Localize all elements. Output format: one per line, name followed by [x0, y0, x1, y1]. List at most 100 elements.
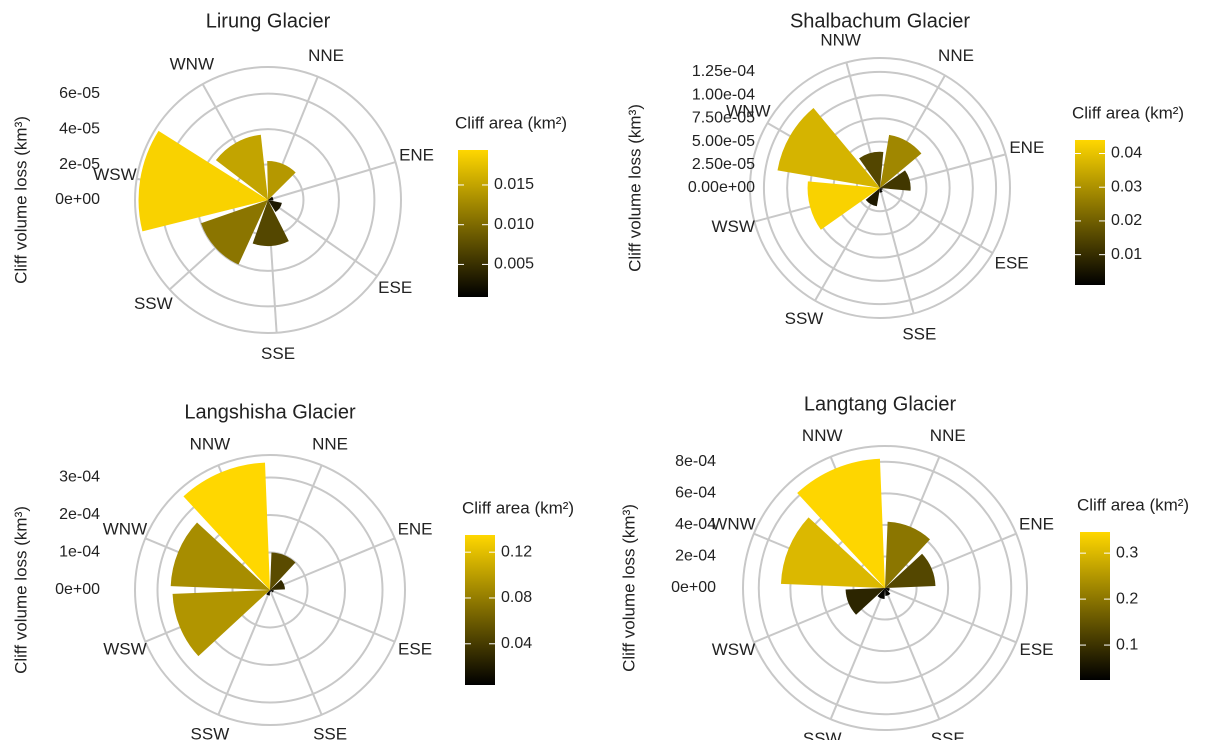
colorbar-tick-label: 0.01	[1111, 246, 1142, 263]
spoke	[884, 587, 1017, 644]
category-label: WSW	[103, 640, 146, 659]
legend-title: Cliff area (km²)	[1072, 103, 1184, 122]
y-tick-label: 1.25e-04	[692, 63, 755, 80]
y-tick-label: 1e-04	[59, 544, 100, 561]
category-label: SSE	[931, 729, 965, 740]
category-label: NNE	[938, 46, 974, 65]
bar	[138, 130, 268, 232]
bar	[797, 458, 885, 588]
colorbar-tick-label: 0.02	[1111, 212, 1142, 229]
y-tick-label: 0e+00	[55, 191, 100, 208]
y-axis-title: Cliff volume loss (km³)	[11, 116, 30, 284]
category-label: SSW	[134, 294, 173, 313]
bar	[885, 588, 891, 596]
category-label: ENE	[398, 519, 433, 538]
spoke	[829, 587, 886, 720]
bar	[777, 108, 880, 188]
spoke	[267, 199, 378, 277]
category-label: ESE	[398, 640, 432, 659]
y-tick-label: 2e-04	[59, 506, 100, 523]
colorbar-tick-label: 0.12	[501, 543, 532, 560]
outer-circle	[742, 445, 1028, 731]
grid-circle	[820, 523, 950, 653]
bar	[215, 134, 268, 200]
outer-circle	[134, 66, 402, 334]
bar	[879, 188, 883, 193]
colorbar-tick-label: 0.1	[1116, 636, 1138, 653]
bar	[859, 151, 884, 188]
grid-circle	[194, 514, 346, 666]
category-label: ENE	[1019, 515, 1054, 534]
category-label: NNW	[802, 426, 843, 445]
category-label: SSE	[902, 324, 936, 343]
colorbar-tick-label: 0.2	[1116, 590, 1138, 607]
category-label: ENE	[399, 145, 434, 164]
spoke	[269, 589, 323, 716]
bar	[880, 170, 911, 191]
y-tick-label: 0.00e+00	[688, 179, 755, 196]
bar	[880, 188, 883, 191]
spoke	[269, 537, 396, 591]
legend-title: Cliff area (km²)	[462, 498, 574, 517]
chart-title: Langshisha Glacier	[184, 401, 356, 423]
colorbar-tick-label: 0.03	[1111, 178, 1142, 195]
bar	[200, 200, 268, 265]
spoke	[884, 587, 941, 720]
bar	[780, 517, 885, 588]
y-tick-label: 0e+00	[55, 581, 100, 598]
legend-title: Cliff area (km²)	[1077, 495, 1189, 514]
category-label: WNW	[103, 519, 147, 538]
category-label: ESE	[1020, 640, 1054, 659]
bar	[865, 188, 880, 207]
category-label: SSW	[191, 725, 230, 740]
category-label: SSE	[313, 725, 347, 740]
bar	[270, 579, 285, 590]
grid-circle	[156, 476, 384, 704]
grid-circle	[231, 551, 309, 629]
colorbar-tick-label: 0.08	[501, 589, 532, 606]
bar	[845, 588, 885, 615]
category-label: WNW	[726, 101, 770, 120]
chart-title: Shalbachum Glacier	[790, 10, 970, 32]
y-tick-label: 4e-05	[59, 120, 100, 137]
bar	[170, 522, 270, 590]
colorbar	[465, 535, 495, 685]
spoke	[217, 589, 271, 716]
chart-title: Lirung Glacier	[206, 10, 331, 32]
category-label: ESE	[378, 278, 412, 297]
bar	[885, 521, 930, 588]
bar	[268, 200, 282, 213]
colorbar-tick-label: 0.3	[1116, 544, 1138, 561]
grid-circle	[786, 94, 974, 282]
bar	[877, 588, 885, 600]
bar	[807, 181, 880, 230]
chart-title: Langtang Glacier	[804, 393, 957, 415]
category-label: WSW	[711, 217, 754, 236]
colorbar-tick-label: 0.04	[1111, 145, 1142, 162]
bar	[270, 552, 296, 590]
y-tick-label: 5.00e-05	[692, 133, 755, 150]
bar	[270, 590, 272, 592]
category-label: SSW	[803, 729, 842, 740]
spoke	[269, 589, 396, 643]
y-tick-label: 3e-04	[59, 469, 100, 486]
y-axis-title: Cliff volume loss (km³)	[625, 104, 644, 272]
bar	[885, 588, 890, 592]
colorbar-tick-label: 0.010	[494, 216, 534, 233]
outer-circle	[134, 454, 406, 726]
grid-circle	[757, 460, 1013, 716]
category-label: SSE	[261, 344, 295, 363]
bar	[270, 590, 274, 593]
y-tick-label: 8e-04	[675, 453, 716, 470]
category-label: NNW	[820, 31, 861, 50]
grid-circle	[789, 492, 981, 684]
bar	[880, 134, 922, 188]
y-tick-label: 7.50e-05	[692, 110, 755, 127]
outer-circle	[749, 57, 1011, 319]
spoke	[879, 187, 915, 314]
legend-title: Cliff area (km²)	[455, 113, 567, 132]
category-label: SSW	[785, 309, 824, 328]
category-label: WNW	[170, 54, 214, 73]
category-label: NNE	[312, 434, 348, 453]
